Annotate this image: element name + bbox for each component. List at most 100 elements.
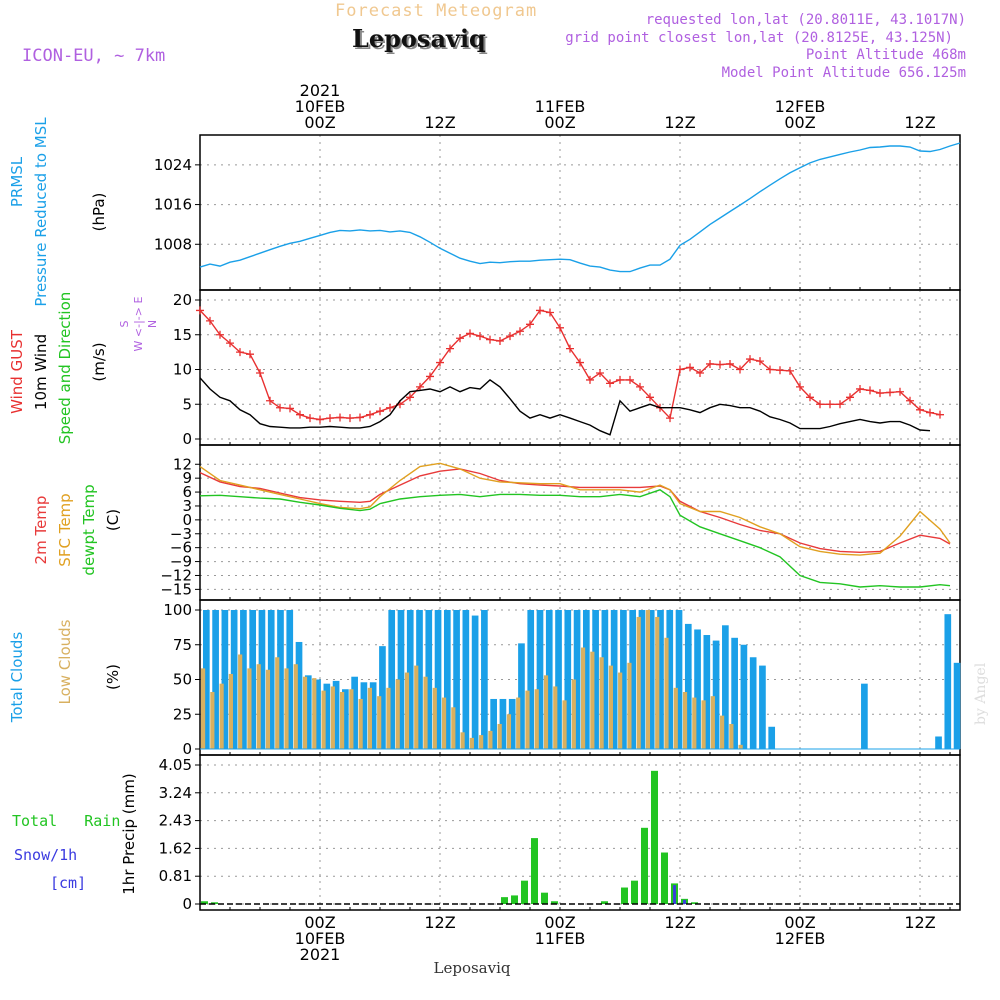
gust-marker	[476, 332, 484, 341]
bar-low-clouds	[201, 668, 206, 749]
bar-snow	[673, 885, 676, 904]
bar-total-clouds	[518, 643, 525, 749]
bar-low-clouds	[543, 675, 549, 749]
bar-low-clouds	[293, 664, 298, 749]
y-tick-label: 20	[173, 291, 192, 309]
bar-total-clouds	[490, 698, 497, 749]
bar-snow	[683, 899, 686, 904]
axis-label: W <-|-> E	[132, 297, 145, 352]
gust-marker	[926, 408, 934, 417]
bar-low-clouds	[692, 697, 697, 749]
bar-total-clouds	[601, 610, 609, 749]
gust-marker	[296, 410, 304, 419]
time-label-top: 10FEB	[295, 97, 346, 116]
gust-marker	[796, 382, 804, 391]
gust-marker	[536, 306, 544, 315]
axis-label: (hPa)	[90, 193, 108, 232]
bar-low-clouds	[664, 637, 669, 749]
gust-marker	[676, 365, 684, 374]
series-line-wind-gust	[199, 309, 941, 421]
bar-total-clouds	[453, 610, 460, 749]
bar-total-clouds	[573, 610, 581, 749]
location-title-front: Leposaviq	[352, 24, 486, 53]
axis-label: S	[118, 320, 131, 327]
axis-label: Pressure Reduced to MSL	[32, 117, 50, 307]
bar-total-clouds	[657, 610, 664, 749]
gust-marker	[406, 393, 414, 402]
time-label-bottom: 12Z	[904, 913, 935, 932]
bar-total-clouds	[249, 610, 257, 749]
gust-marker	[326, 414, 334, 423]
bar-low-clouds	[432, 687, 437, 749]
bar-total-clouds	[666, 610, 674, 749]
gust-marker	[446, 344, 454, 353]
bar-low-clouds	[720, 715, 725, 749]
bar-total-clouds	[351, 676, 358, 749]
gust-marker	[546, 308, 554, 317]
gust-marker	[576, 358, 584, 367]
y-tick-label: 9	[182, 469, 192, 487]
bar-low-clouds	[395, 679, 400, 749]
y-tick-label: 4.05	[159, 756, 192, 774]
y-tick-label: 0	[182, 511, 192, 529]
bar-low-clouds	[238, 654, 243, 749]
y-tick-label: 0	[182, 895, 192, 913]
y-tick-label: −6	[170, 539, 192, 557]
bar-low-clouds	[423, 676, 428, 749]
gust-marker	[606, 379, 614, 388]
gust-marker	[516, 327, 524, 336]
time-label-bottom: 2021	[300, 945, 341, 964]
gust-marker	[586, 375, 594, 384]
bar-low-clouds	[404, 672, 410, 749]
gust-marker	[436, 358, 444, 367]
y-tick-label: −9	[170, 553, 192, 571]
axis-label: N	[146, 320, 159, 328]
time-label-top: 12Z	[904, 113, 935, 132]
gust-marker	[456, 334, 464, 343]
gust-marker	[666, 414, 674, 423]
bar-low-clouds	[367, 687, 372, 749]
bar-total-clouds	[342, 689, 349, 749]
y-tick-label: −3	[170, 525, 192, 543]
bar-total-clouds	[258, 610, 266, 749]
gust-marker	[506, 332, 514, 341]
gust-marker	[756, 357, 764, 366]
bar-total-clouds	[323, 683, 331, 749]
y-tick-label: 15	[173, 326, 192, 344]
bar-total-clouds	[722, 625, 729, 749]
bar-total-clouds	[675, 610, 683, 749]
bar-total-clouds	[759, 665, 766, 749]
gust-marker	[916, 405, 924, 414]
gust-marker	[716, 360, 724, 369]
series-line-sfc-temp	[199, 462, 951, 556]
bar-low-clouds	[710, 696, 715, 749]
axis-label: Total Clouds	[8, 632, 26, 724]
bar-total-clouds	[712, 640, 720, 749]
bar-low-clouds	[275, 657, 280, 749]
legend-snow-unit: [cm]	[50, 874, 86, 892]
bar-total-clouds	[545, 610, 553, 749]
y-tick-label: 75	[173, 636, 192, 654]
bar-total-rain	[661, 852, 668, 904]
bar-total-clouds	[499, 698, 507, 749]
time-label-top: 11FEB	[535, 97, 586, 116]
bar-total-clouds	[443, 610, 451, 749]
bar-low-clouds	[571, 679, 576, 749]
location-title: Leposaviq	[354, 26, 488, 55]
gust-marker	[636, 382, 644, 391]
bar-total-clouds	[471, 615, 479, 749]
bar-total-rain	[201, 901, 208, 904]
bar-low-clouds	[340, 692, 345, 749]
gust-marker	[816, 400, 824, 409]
series-line-prmsl	[199, 142, 961, 273]
axis-label: Wind GUST	[8, 329, 26, 414]
bar-low-clouds	[618, 672, 623, 749]
bar-total-clouds	[583, 610, 590, 749]
bar-total-clouds	[314, 679, 321, 749]
bar-total-clouds	[740, 644, 748, 749]
requested-point: requested lon,lat (20.8011E, 43.1017N)	[646, 12, 966, 28]
bar-total-clouds	[647, 610, 655, 749]
bar-total-clouds	[230, 610, 238, 749]
bar-low-clouds	[451, 707, 456, 749]
